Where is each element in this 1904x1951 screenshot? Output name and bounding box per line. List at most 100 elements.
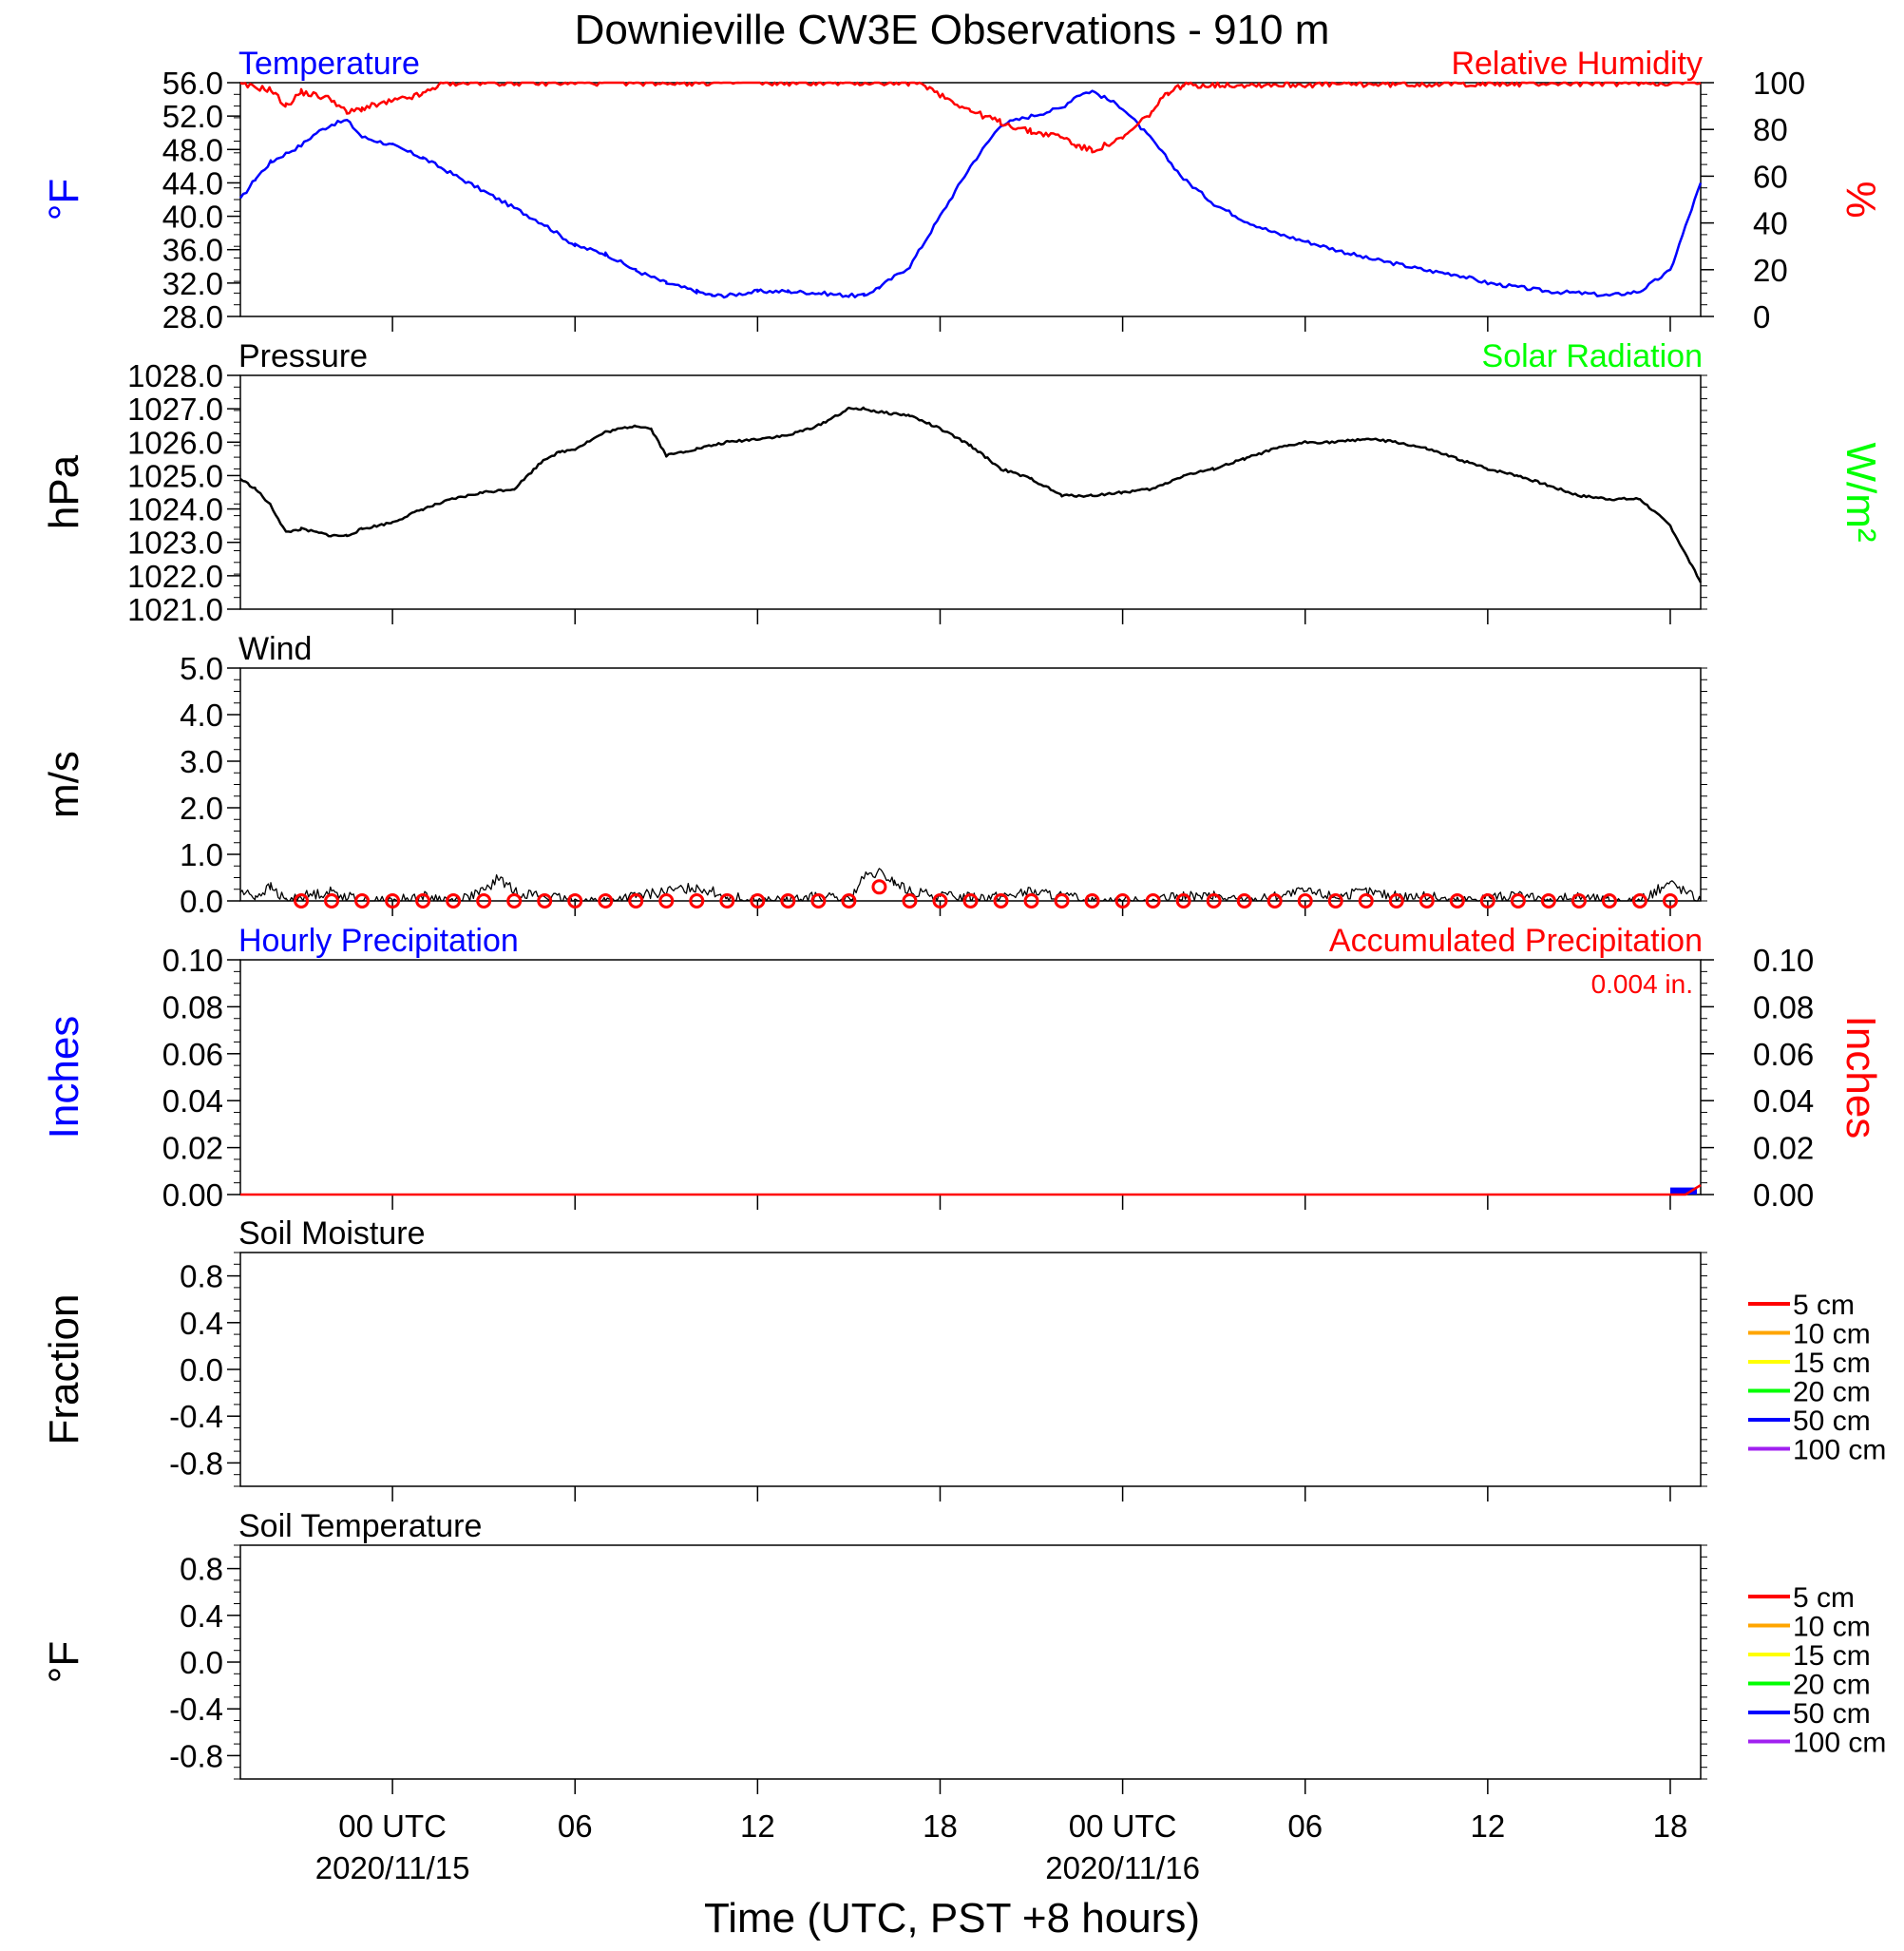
wind-title-left: Wind — [238, 631, 312, 667]
wind-hourly-marker — [1418, 893, 1435, 909]
wind-plot-frame — [239, 667, 1702, 902]
wind-hourly-marker — [719, 893, 735, 909]
wind-hourly-marker — [506, 893, 523, 909]
precip-title-left: Hourly Precipitation — [238, 923, 519, 959]
soil_moisture-ylabel-left: Fraction — [41, 1294, 87, 1445]
wind-hourly-marker — [1479, 893, 1495, 909]
temp-title-right: Relative Humidity — [1451, 46, 1703, 82]
precip-right-tick-label: 0.10 — [1753, 943, 1814, 978]
wind-hourly-marker — [1358, 893, 1374, 909]
soil_temp-left-tick-label: 0.4 — [180, 1598, 223, 1634]
wind-hourly-marker — [354, 893, 371, 909]
wind-hourly-marker — [1236, 893, 1252, 909]
pressure-title-right: Solar Radiation — [1482, 338, 1703, 374]
precip-ylabel-right: Inches — [1837, 1016, 1884, 1139]
soil_temp-ylabel-left: °F — [41, 1641, 87, 1683]
precip-left-tick-label: 0.02 — [162, 1131, 223, 1166]
wind-left-tick-label: 3.0 — [180, 744, 223, 779]
x-tick-label: 12 — [740, 1808, 775, 1844]
wind-hourly-marker — [446, 893, 462, 909]
temp-left-tick-label: 44.0 — [162, 165, 223, 201]
soil_temp-legend-label: 20 cm — [1793, 1670, 1871, 1701]
wind-hourly-marker — [780, 893, 796, 909]
precip-right-tick-label: 0.04 — [1753, 1083, 1814, 1119]
wind-hourly-marker — [324, 893, 340, 909]
wind-hourly-marker — [1175, 893, 1191, 909]
wind-hourly-marker — [993, 893, 1009, 909]
wind-left-tick-label: 4.0 — [180, 698, 223, 733]
temp-right-tick-label: 60 — [1753, 159, 1788, 194]
soil_moisture-left-tick-label: 0.4 — [180, 1306, 223, 1341]
soil_moisture-legend-label: 15 cm — [1793, 1348, 1871, 1379]
precip-ylabel-left: Inches — [41, 1016, 87, 1139]
hourly-precip-bar — [1669, 1187, 1697, 1195]
soil_temp-left-tick-label: 0.8 — [180, 1552, 223, 1587]
wind-hourly-marker — [1388, 893, 1404, 909]
wind-ylabel-left: m/s — [41, 751, 87, 818]
relative-humidity-line — [239, 81, 1702, 154]
x-tick-label: 18 — [923, 1808, 958, 1844]
wind-hourly-marker — [1449, 893, 1465, 909]
wind-hourly-marker — [1114, 893, 1131, 909]
precip-left-tick-label: 0.10 — [162, 943, 223, 978]
wind-hourly-marker — [810, 893, 827, 909]
soil_temp-left-tick-label: -0.8 — [169, 1738, 223, 1773]
wind-hourly-marker — [294, 893, 310, 909]
precip-left-tick-label: 0.06 — [162, 1037, 223, 1072]
soil_temp-plot-frame — [239, 1544, 1702, 1780]
precip-right-tick-label: 0.02 — [1753, 1131, 1814, 1166]
wind-hourly-marker — [841, 893, 857, 909]
wind-hourly-marker — [1571, 893, 1587, 909]
wind-left-tick-label: 5.0 — [180, 651, 223, 686]
accumulated-precip-line — [240, 1184, 1702, 1196]
temp-left-tick-label: 32.0 — [162, 266, 223, 301]
soil_moisture-left-tick-label: -0.4 — [169, 1399, 223, 1434]
temp-left-tick-label: 28.0 — [162, 299, 223, 335]
wind-hourly-marker — [1540, 893, 1556, 909]
soil_temp-legend-label: 5 cm — [1793, 1582, 1855, 1614]
soil_temp-left-tick-label: -0.4 — [169, 1692, 223, 1727]
wind-hourly-marker — [1084, 893, 1100, 909]
precip-title-right: Accumulated Precipitation — [1329, 923, 1703, 959]
x-tick-date-label: 2020/11/15 — [315, 1850, 470, 1885]
soil_temp-title-left: Soil Temperature — [238, 1508, 482, 1544]
wind-hourly-marker — [1054, 893, 1070, 909]
x-tick-label: 18 — [1653, 1808, 1688, 1844]
soil_temp-legend-label: 15 cm — [1793, 1640, 1871, 1672]
wind-hourly-marker — [385, 893, 401, 909]
temp-ylabel-right: % — [1837, 181, 1884, 218]
temp-ylabel-left: °F — [41, 179, 87, 220]
wind-hourly-marker — [415, 893, 431, 909]
pressure-left-tick-label: 1024.0 — [127, 492, 223, 527]
wind-hourly-marker — [1266, 893, 1283, 909]
soil_temp-left-tick-label: 0.0 — [180, 1645, 223, 1680]
wind-hourly-marker — [598, 893, 614, 909]
soil_moisture-left-tick-label: -0.8 — [169, 1445, 223, 1481]
pressure-ylabel-right: W/m² — [1837, 442, 1884, 542]
pressure-left-tick-label: 1023.0 — [127, 526, 223, 561]
panels-layer: 56.052.048.044.040.036.032.028.0 100 80 60 4… — [41, 46, 1886, 1885]
x-tick-label: 00 UTC — [1069, 1808, 1177, 1844]
pressure-left-tick-label: 1022.0 — [127, 559, 223, 594]
wind-hourly-marker — [1327, 893, 1343, 909]
x-tick-label: 12 — [1470, 1808, 1505, 1844]
soil_moisture-left-tick-label: 0.0 — [180, 1352, 223, 1387]
precip-plot-frame — [239, 959, 1702, 1195]
precip-left-tick-label: 0.04 — [162, 1083, 223, 1119]
pressure-left-tick-label: 1021.0 — [127, 592, 223, 627]
wind-hourly-marker — [1631, 893, 1647, 909]
precip-annotation: 0.004 in. — [1591, 969, 1693, 999]
pressure-left-tick-label: 1026.0 — [127, 425, 223, 460]
temp-right-tick-label: 20 — [1753, 253, 1788, 288]
precip-right-tick-label: 0.08 — [1753, 989, 1814, 1024]
temp-right-tick-label: 80 — [1753, 112, 1788, 147]
temp-right-tick-label: 0 — [1753, 299, 1770, 335]
temp-left-tick-label: 56.0 — [162, 66, 223, 101]
temp-right-tick-label: 40 — [1753, 206, 1788, 241]
soil_moisture-legend-label: 50 cm — [1793, 1406, 1871, 1437]
precip-right-tick-label: 0.00 — [1753, 1177, 1814, 1213]
wind-hourly-marker — [871, 879, 887, 895]
pressure-left-tick-label: 1027.0 — [127, 392, 223, 427]
soil_temp-legend-label: 50 cm — [1793, 1698, 1871, 1730]
pressure-left-tick-label: 1025.0 — [127, 458, 223, 493]
